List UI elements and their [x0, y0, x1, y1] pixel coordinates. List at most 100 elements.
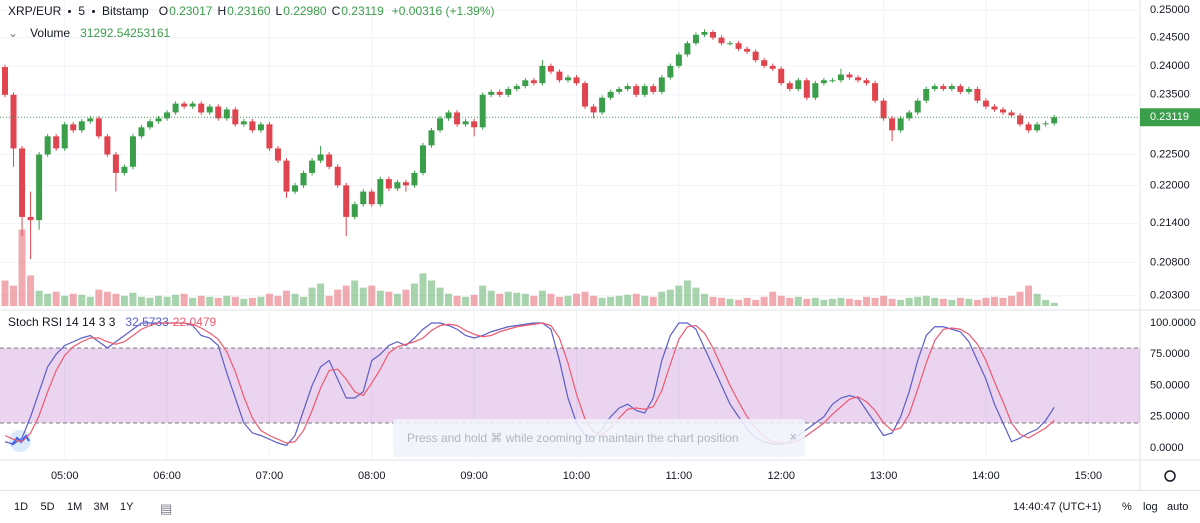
volume-bar [641, 295, 649, 306]
y-tick-label: 0.21400 [1150, 217, 1190, 229]
volume-title: Volume [30, 26, 71, 40]
volume-bar [590, 295, 598, 306]
volume-bar [282, 290, 290, 306]
volume-bar [854, 299, 862, 306]
candle-body [778, 68, 785, 84]
x-tick-label: 11:00 [666, 470, 693, 482]
settings-icon[interactable] [1164, 470, 1176, 482]
volume-bar [615, 295, 623, 306]
volume-bar [564, 295, 572, 306]
candle-body [872, 83, 879, 101]
change: +0.00316 (+1.39%) [391, 4, 495, 18]
scale-option[interactable]: % [1122, 501, 1132, 513]
volume-bar [931, 297, 939, 306]
range-button[interactable]: 3M [93, 501, 109, 513]
volume-bar [308, 287, 316, 306]
volume-bar [632, 293, 640, 306]
candle-body [206, 106, 213, 113]
candle-body [326, 154, 333, 167]
volume-bar [376, 290, 384, 306]
candle-body [10, 94, 17, 149]
volume-bar [265, 293, 273, 306]
ohlc-value: 0.23119 [341, 4, 384, 18]
candle-body [974, 88, 981, 101]
volume-bar [709, 296, 717, 306]
volume-bar [794, 296, 802, 306]
candle-body [138, 127, 145, 137]
volume-bar [573, 293, 581, 306]
scale-option[interactable]: log [1143, 501, 1158, 513]
volume-bar [52, 291, 60, 306]
volume-bar [607, 296, 615, 306]
range-button[interactable]: 1Y [120, 501, 134, 513]
range-button[interactable]: 5D [40, 501, 55, 513]
volume-bar [1025, 285, 1033, 306]
candle-body [351, 204, 358, 217]
candle-body [223, 109, 230, 119]
ohlc-key: H [217, 4, 227, 18]
volume-bar [624, 294, 632, 306]
candle-body [121, 166, 128, 173]
chart: 05:00 06:00 07:00 08:00 09:00 10:00 11:00 12:00… [0, 0, 1200, 490]
candle-body [53, 136, 60, 149]
candle-body [385, 179, 392, 189]
volume-bar [445, 293, 453, 306]
candle-body [488, 91, 495, 95]
volume-bar [180, 293, 188, 306]
volume-bar [956, 297, 964, 306]
volume-bar [385, 291, 393, 306]
candle-body [445, 112, 452, 119]
candle-body [112, 154, 119, 173]
volume-bar [547, 293, 555, 306]
candle-body [479, 94, 486, 128]
toast-close[interactable]: × [789, 429, 797, 444]
collapse-icon[interactable]: ⌄ [8, 26, 19, 40]
volume-bar [189, 297, 197, 306]
date-range-icon[interactable]: ▤ [160, 501, 173, 516]
range-button[interactable]: 1M [67, 501, 83, 513]
candle-body [820, 80, 827, 84]
candle-body [573, 77, 580, 84]
candle-body [437, 118, 444, 131]
scale-option[interactable]: auto [1167, 501, 1189, 513]
range-button[interactable]: 1D [14, 501, 29, 513]
volume-bar [197, 295, 205, 306]
x-tick-label: 08:00 [358, 470, 386, 482]
volume-bar [666, 289, 674, 306]
candle-body [906, 112, 913, 119]
volume-bar [317, 283, 325, 306]
candle-body [752, 51, 759, 61]
volume-bar [538, 290, 546, 306]
exchange: Bitstamp [102, 4, 149, 18]
volume-bar [44, 293, 52, 306]
volume-bar [300, 296, 308, 306]
candle-body [334, 166, 341, 186]
candle-body [658, 77, 665, 92]
volume-bar [240, 298, 248, 306]
volume-bar [453, 295, 461, 306]
candle-body [803, 80, 810, 98]
volume-bar [760, 296, 768, 306]
candle-body [19, 148, 26, 217]
volume-bar [462, 296, 470, 306]
candle-body [616, 88, 623, 92]
volume-bar [692, 287, 700, 306]
volume-bar [658, 291, 666, 306]
candle-body [897, 118, 904, 131]
candle-body [471, 121, 478, 128]
volume-bar [700, 293, 708, 306]
volume-bar [231, 296, 239, 306]
volume-bar [888, 298, 896, 306]
y-tick-label: 0.23500 [1150, 89, 1190, 101]
volume-bar [965, 298, 973, 306]
volume-bar [1033, 293, 1041, 306]
candle-body [1025, 124, 1032, 131]
candle-body [505, 88, 512, 95]
volume-bar [649, 296, 657, 306]
candle-body [129, 136, 136, 167]
candle-body [70, 124, 77, 131]
volume-bar [880, 295, 888, 306]
candle-body [215, 106, 222, 119]
candle-body [556, 71, 563, 81]
